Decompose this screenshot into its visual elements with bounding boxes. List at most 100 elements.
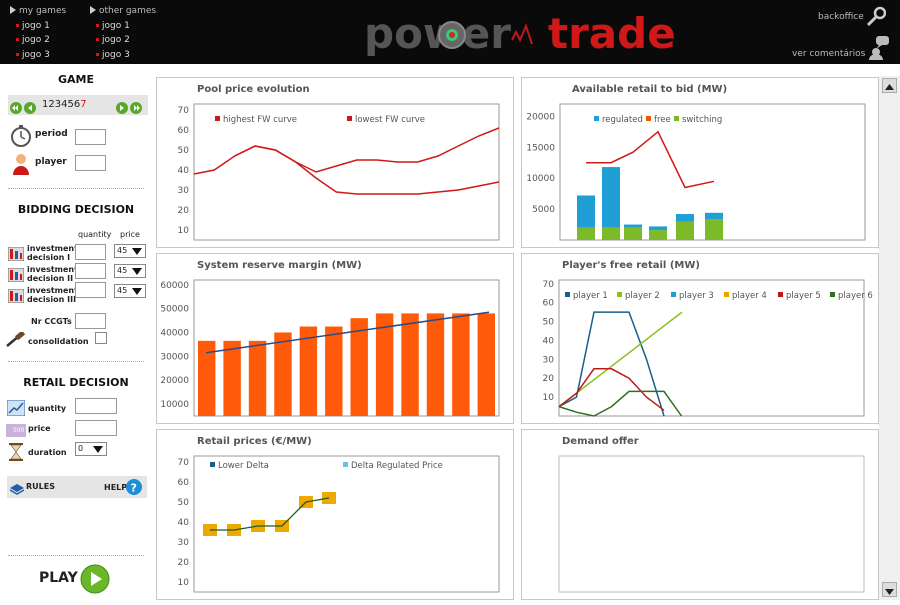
- y-tick-label: 70: [543, 280, 555, 290]
- legend-label: Delta Regulated Price: [351, 461, 443, 471]
- legend-label: player 4: [732, 291, 767, 301]
- round-selector: 1234567: [8, 95, 148, 115]
- power-trade-logo: power trade: [362, 9, 682, 58]
- y-tick-label: 20: [543, 374, 555, 384]
- scroll-down-button[interactable]: [882, 582, 897, 597]
- previous-round-icon[interactable]: [24, 99, 36, 118]
- my-game-link[interactable]: jogo 3: [10, 48, 66, 63]
- y-tick-label: 15000: [526, 143, 555, 153]
- vertical-scrollbar[interactable]: [879, 76, 900, 600]
- divider: [8, 361, 144, 362]
- legend-swatch: [778, 292, 783, 297]
- my-game-link[interactable]: jogo 1: [10, 19, 66, 34]
- investment-price-select[interactable]: 45: [114, 244, 146, 258]
- stopwatch-icon: [10, 125, 32, 151]
- logo-power-text: power: [364, 10, 511, 56]
- help-link[interactable]: HELP: [104, 483, 128, 492]
- nr-ccgts-field[interactable]: [75, 313, 106, 329]
- investment-label-line1: investment: [27, 286, 78, 295]
- y-tick-label: 70: [178, 458, 190, 468]
- legend-swatch: [674, 116, 679, 121]
- retail-section-title: RETAIL DECISION: [23, 376, 129, 389]
- legend-swatch: [343, 462, 348, 467]
- duration-select[interactable]: 0: [75, 442, 107, 456]
- investment-quantity-field[interactable]: [75, 282, 106, 298]
- wrench-icon[interactable]: [864, 6, 887, 32]
- round-link[interactable]: 2: [48, 99, 55, 110]
- comments-link[interactable]: ver comentários: [792, 49, 866, 59]
- y-tick-label: 20: [178, 206, 190, 216]
- my-games-header[interactable]: my games: [10, 4, 66, 19]
- other-game-link[interactable]: jogo 1: [90, 19, 156, 34]
- legend-label: highest FW curve: [223, 115, 297, 125]
- pool-price-panel: Pool price evolution 70 60 50 40 30 20 10 highe…: [156, 77, 514, 248]
- y-tick-label: 10000: [526, 174, 555, 184]
- legend-swatch: [594, 116, 599, 121]
- legend-swatch: [210, 462, 215, 467]
- y-tick-label: 20: [178, 558, 190, 568]
- retail-bid-chart: 20000 15000 10000 5000 regulated free switchin…: [526, 103, 866, 241]
- demand-offer-chart: [558, 455, 865, 593]
- round-link[interactable]: 4: [61, 99, 68, 110]
- player-field[interactable]: [75, 155, 106, 171]
- demand-offer-title: Demand offer: [562, 436, 639, 447]
- investment-quantity-field[interactable]: [75, 244, 106, 260]
- next-round-icon[interactable]: [116, 99, 128, 118]
- scroll-up-button[interactable]: [882, 78, 897, 93]
- first-round-icon[interactable]: [10, 99, 22, 118]
- y-tick-label: 30000: [160, 352, 189, 362]
- last-round-icon[interactable]: [130, 99, 142, 118]
- book-icon[interactable]: [9, 481, 25, 500]
- investment-label-line2: decision II: [27, 274, 74, 283]
- period-field[interactable]: [75, 129, 106, 145]
- player-label: player: [35, 157, 67, 167]
- play-label[interactable]: PLAY: [39, 570, 78, 586]
- help-icon[interactable]: ?: [126, 479, 142, 499]
- round-link[interactable]: 5: [67, 99, 74, 110]
- retail-price-field[interactable]: [75, 420, 117, 436]
- retail-quantity-field[interactable]: [75, 398, 117, 414]
- reserve-margin-panel: System reserve margin (MW) 60000 50000 400…: [156, 253, 514, 424]
- bidding-section-title: BIDDING DECISION: [17, 203, 135, 216]
- my-games-list: my games jogo 1 jogo 2 jogo 3: [10, 4, 66, 62]
- investment-price-select[interactable]: 45: [114, 284, 146, 298]
- comment-user-icon[interactable]: [866, 34, 890, 64]
- other-games-header[interactable]: other games: [90, 4, 156, 19]
- bar: [624, 227, 642, 240]
- round-link[interactable]: 3: [54, 99, 62, 110]
- legend-label: regulated: [602, 115, 643, 125]
- round-link[interactable]: 1: [42, 99, 49, 110]
- y-tick-label: 10: [178, 226, 190, 236]
- legend-label: player 2: [625, 291, 660, 301]
- bar: [649, 226, 667, 231]
- investment-label-line2: decision III: [27, 295, 77, 304]
- current-round[interactable]: 7: [80, 99, 87, 110]
- investment-label: investment decision I: [27, 244, 78, 262]
- bar: [602, 167, 620, 228]
- bar: [705, 218, 723, 240]
- bar: [577, 227, 595, 240]
- consolidation-checkbox[interactable]: [95, 332, 107, 344]
- bar: [452, 313, 470, 416]
- investment-price-select[interactable]: 45: [114, 264, 146, 278]
- backoffice-link[interactable]: backoffice: [818, 12, 864, 22]
- investment-quantity-field[interactable]: [75, 263, 106, 279]
- other-game-link[interactable]: jogo 3: [90, 48, 156, 63]
- rules-link[interactable]: RULES: [26, 482, 55, 491]
- retail-bid-title: Available retail to bid (MW): [572, 84, 728, 95]
- play-icon[interactable]: [80, 564, 110, 598]
- duration-label: duration: [28, 448, 67, 457]
- round-link[interactable]: 6: [73, 99, 81, 110]
- retail-quantity-label: quantity: [28, 404, 67, 413]
- y-tick-label: 50: [178, 498, 190, 508]
- y-tick-label: 60: [178, 126, 190, 136]
- bar: [198, 340, 216, 416]
- series-line: [193, 127, 500, 175]
- my-game-link[interactable]: jogo 2: [10, 33, 66, 48]
- pool-price-title: Pool price evolution: [197, 84, 310, 95]
- other-game-link[interactable]: jogo 2: [90, 33, 156, 48]
- y-tick-label: 30: [178, 538, 190, 548]
- banknote-icon: 500: [6, 422, 26, 441]
- series-line: [558, 311, 665, 417]
- banknote-text: 500: [13, 427, 25, 434]
